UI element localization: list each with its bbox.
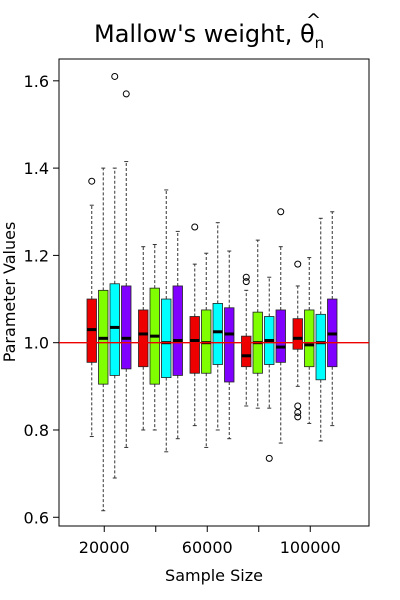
box-element [315, 217, 326, 442]
outlier-point [277, 208, 285, 216]
outlier-point [294, 409, 302, 417]
outlier-point [88, 177, 96, 185]
box-body [241, 335, 252, 368]
y-tick-label: 0.8 [24, 421, 49, 440]
box-body [275, 309, 286, 363]
box-element [109, 72, 120, 479]
x-tick-label: 20000 [79, 538, 130, 557]
box-body [109, 283, 120, 376]
box-element [212, 222, 223, 431]
y-tick-label: 1.0 [24, 334, 49, 353]
box-element [121, 90, 132, 448]
chart-title-accent: ^ [306, 10, 321, 31]
outlier-point [242, 273, 250, 281]
y-tick-label: 1.4 [24, 159, 49, 178]
box-body [224, 307, 235, 383]
box-body [304, 309, 315, 368]
box-element [224, 250, 235, 440]
box-element [172, 230, 183, 440]
x-tick-label: 60000 [182, 538, 233, 557]
box-body [121, 285, 132, 370]
y-axis-label: Parameter Values [0, 222, 19, 363]
box-element [98, 167, 109, 512]
chart-title-subscript: n [315, 34, 325, 52]
outlier-point [242, 278, 250, 286]
box-element [86, 177, 97, 438]
y-tick-label: 0.6 [24, 508, 49, 527]
outlier-point [265, 454, 273, 462]
box-body [161, 298, 172, 379]
outlier-point [122, 90, 130, 98]
box-element [292, 260, 303, 421]
box-body [212, 303, 223, 365]
box-element [161, 189, 172, 453]
box-body [292, 318, 303, 350]
chart-title-text: Mallow's weight, [94, 20, 300, 48]
box-element [264, 276, 275, 462]
outlier-point [294, 402, 302, 410]
box-element [241, 273, 252, 407]
box-element [149, 243, 160, 431]
y-tick-label: 1.2 [24, 246, 49, 265]
box-element [304, 257, 315, 424]
outlier-point [294, 413, 302, 421]
box-body [138, 309, 149, 368]
box-element [201, 252, 212, 448]
plot-frame [58, 58, 370, 527]
x-tick-label: 100000 [280, 538, 341, 557]
y-tick-label: 1.6 [24, 72, 49, 91]
box-body [189, 316, 200, 374]
chart-title: Mallow's weight, θn [94, 20, 324, 52]
outlier-point [111, 72, 119, 80]
box-element [138, 246, 149, 431]
box-element [189, 223, 200, 427]
chart-title-theta: θ [300, 20, 315, 48]
box-element [275, 208, 286, 444]
box-element [327, 211, 338, 427]
box-body [172, 285, 183, 376]
x-axis-label: Sample Size [165, 566, 263, 585]
outlier-point [294, 260, 302, 268]
outlier-point [191, 223, 199, 231]
box-element [252, 239, 263, 409]
box-body [315, 313, 326, 381]
